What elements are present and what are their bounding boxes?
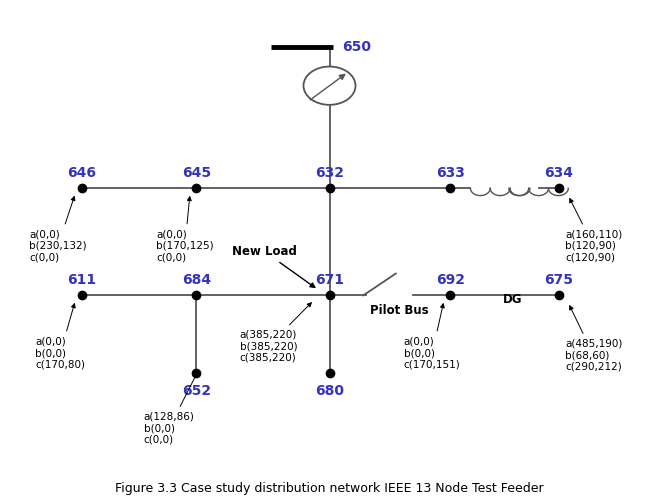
Text: 671: 671: [315, 273, 344, 287]
Text: New Load: New Load: [232, 245, 315, 288]
Text: 632: 632: [315, 166, 344, 180]
Text: 633: 633: [436, 166, 465, 180]
Text: DG: DG: [503, 294, 522, 307]
Text: a(0,0)
b(0,0)
c(170,151): a(0,0) b(0,0) c(170,151): [404, 304, 461, 370]
Text: a(0,0)
b(170,125)
c(0,0): a(0,0) b(170,125) c(0,0): [156, 197, 214, 263]
Text: a(385,220)
b(385,220)
c(385,220): a(385,220) b(385,220) c(385,220): [240, 303, 311, 363]
Text: a(485,190)
b(68,60)
c(290,212): a(485,190) b(68,60) c(290,212): [565, 306, 622, 372]
Text: 634: 634: [544, 166, 573, 180]
Text: 684: 684: [182, 273, 211, 287]
Text: Pilot Bus: Pilot Bus: [370, 304, 428, 317]
Text: a(0,0)
b(0,0)
c(170,80): a(0,0) b(0,0) c(170,80): [36, 304, 85, 370]
Text: 652: 652: [182, 384, 211, 398]
Text: a(128,86)
b(0,0)
c(0,0): a(128,86) b(0,0) c(0,0): [144, 372, 198, 445]
Text: 675: 675: [544, 273, 573, 287]
Text: 611: 611: [67, 273, 96, 287]
Text: a(160,110)
b(120,90)
c(120,90): a(160,110) b(120,90) c(120,90): [565, 198, 622, 263]
Text: Figure 3.3 Case study distribution network IEEE 13 Node Test Feeder: Figure 3.3 Case study distribution netwo…: [115, 482, 544, 495]
Text: 680: 680: [315, 384, 344, 398]
Text: 650: 650: [342, 40, 371, 54]
Text: 692: 692: [436, 273, 465, 287]
Text: a(0,0)
b(230,132)
c(0,0): a(0,0) b(230,132) c(0,0): [29, 196, 87, 263]
Text: 645: 645: [182, 166, 211, 180]
Text: 646: 646: [67, 166, 96, 180]
